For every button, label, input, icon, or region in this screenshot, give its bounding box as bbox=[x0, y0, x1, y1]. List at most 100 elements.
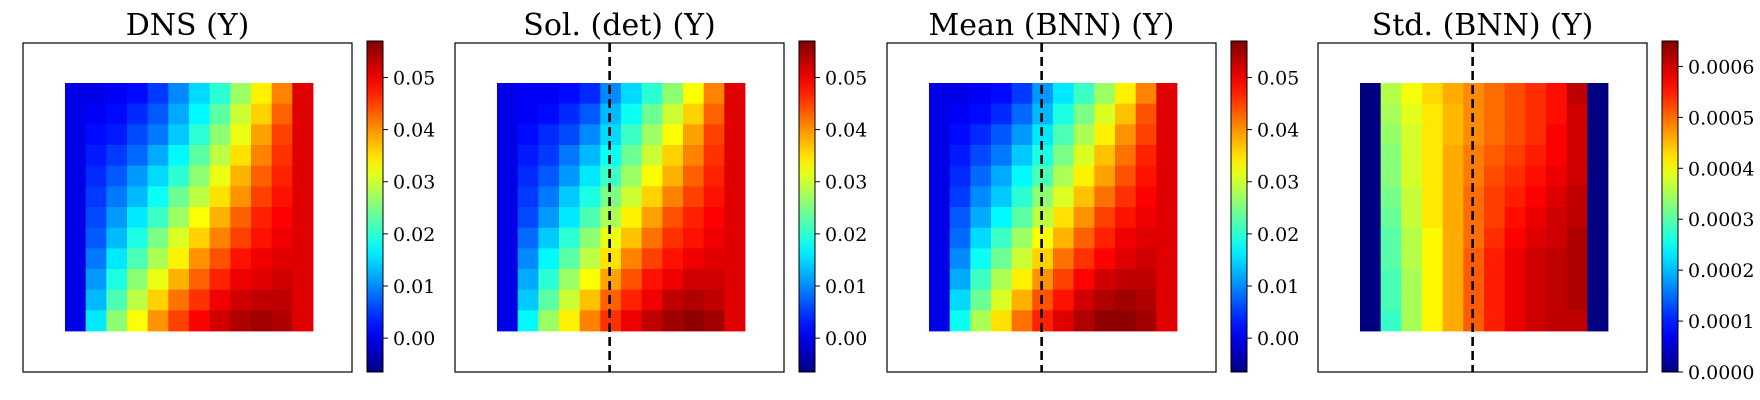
panel-1: DNS (Y) 0.00 0.01 0.02 0.03 0.04 0.05 bbox=[22, 8, 435, 373]
heatmap-cell bbox=[1484, 103, 1506, 125]
panel-title: Mean (BNN) (Y) bbox=[929, 8, 1175, 43]
heatmap-cell bbox=[641, 227, 663, 249]
heatmap-cell bbox=[189, 269, 211, 291]
heatmap-cell bbox=[1011, 310, 1033, 332]
heatmap-cell bbox=[1442, 165, 1464, 187]
heatmap-cell bbox=[929, 248, 951, 270]
heatmap-cell bbox=[292, 310, 314, 332]
heatmap-cell bbox=[189, 227, 211, 249]
heatmap-cell bbox=[662, 227, 684, 249]
heatmap-cell bbox=[230, 248, 252, 270]
heatmap-cell bbox=[147, 207, 169, 229]
colorbar-tick-label: 0.04 bbox=[825, 120, 867, 142]
heatmap-cell bbox=[949, 165, 971, 187]
heatmap-cell bbox=[65, 103, 87, 125]
heatmap-cell bbox=[662, 248, 684, 270]
heatmap-cell bbox=[1484, 186, 1506, 208]
heatmap-cell bbox=[1422, 103, 1444, 125]
heatmap-cell bbox=[497, 103, 519, 125]
heatmap-cell bbox=[147, 103, 169, 125]
panel-title: DNS (Y) bbox=[126, 8, 250, 43]
heatmap-cell bbox=[106, 248, 128, 270]
heatmap-cell bbox=[251, 289, 273, 311]
heatmap-cell bbox=[1380, 83, 1402, 105]
heatmap-cell bbox=[1546, 124, 1568, 146]
heatmap-cell bbox=[621, 103, 643, 125]
heatmap-cell bbox=[1115, 269, 1137, 291]
heatmap-cell bbox=[85, 269, 107, 291]
heatmap-cell bbox=[1566, 103, 1588, 125]
heatmap-cell bbox=[579, 145, 601, 167]
heatmap-cell bbox=[579, 83, 601, 105]
heatmap-cell bbox=[1442, 103, 1464, 125]
heatmap-cell bbox=[1115, 186, 1137, 208]
heatmap-cell bbox=[230, 207, 252, 229]
heatmap-cell bbox=[106, 310, 128, 332]
heatmap-cell bbox=[1442, 124, 1464, 146]
heatmap-cell bbox=[1053, 186, 1075, 208]
heatmap-cell bbox=[1156, 207, 1178, 229]
heatmap-cell bbox=[1135, 165, 1157, 187]
heatmap-cell bbox=[189, 186, 211, 208]
heatmap bbox=[65, 83, 314, 332]
heatmap-cell bbox=[991, 165, 1013, 187]
heatmap-cell bbox=[538, 165, 560, 187]
heatmap-cell bbox=[65, 186, 87, 208]
heatmap-cell bbox=[1546, 310, 1568, 332]
heatmap-cell bbox=[147, 227, 169, 249]
heatmap-cell bbox=[65, 165, 87, 187]
heatmap-cell bbox=[1525, 83, 1547, 105]
heatmap-cell bbox=[991, 289, 1013, 311]
heatmap-cell bbox=[1011, 145, 1033, 167]
heatmap-cell bbox=[1401, 248, 1423, 270]
heatmap-cell bbox=[1422, 269, 1444, 291]
heatmap-cell bbox=[209, 310, 231, 332]
heatmap-cell bbox=[65, 248, 87, 270]
heatmap-cell bbox=[497, 227, 519, 249]
colorbar-tick-label: 0.03 bbox=[1257, 172, 1299, 194]
colorbar-tick-label: 0.01 bbox=[1257, 276, 1299, 298]
heatmap-cell bbox=[621, 227, 643, 249]
heatmap-cell bbox=[189, 103, 211, 125]
heatmap-cell bbox=[517, 310, 539, 332]
heatmap-cell bbox=[991, 269, 1013, 291]
heatmap-cell bbox=[1401, 145, 1423, 167]
heatmap-cell bbox=[1422, 83, 1444, 105]
heatmap-cell bbox=[929, 289, 951, 311]
heatmap-cell bbox=[1587, 269, 1609, 291]
heatmap-cell bbox=[683, 207, 705, 229]
heatmap-cell bbox=[703, 103, 725, 125]
heatmap-cell bbox=[1525, 145, 1547, 167]
heatmap-cell bbox=[189, 145, 211, 167]
heatmap-cell bbox=[1546, 248, 1568, 270]
heatmap-cell bbox=[929, 83, 951, 105]
colorbar-tick-label: 0.00 bbox=[393, 328, 435, 350]
heatmap-cell bbox=[1135, 227, 1157, 249]
heatmap-cell bbox=[970, 124, 992, 146]
heatmap-cell bbox=[271, 207, 293, 229]
heatmap-cell bbox=[621, 124, 643, 146]
heatmap-cell bbox=[662, 103, 684, 125]
heatmap-cell bbox=[271, 269, 293, 291]
heatmap-cell bbox=[662, 186, 684, 208]
heatmap-cell bbox=[65, 310, 87, 332]
heatmap-cell bbox=[1053, 269, 1075, 291]
heatmap-cell bbox=[600, 227, 622, 249]
heatmap-cell bbox=[703, 269, 725, 291]
heatmap-cell bbox=[641, 165, 663, 187]
heatmap-cell bbox=[1073, 269, 1095, 291]
heatmap-cell bbox=[662, 207, 684, 229]
heatmap-cell bbox=[1115, 207, 1137, 229]
colorbar bbox=[1230, 40, 1248, 373]
heatmap-cell bbox=[1422, 186, 1444, 208]
heatmap-cell bbox=[230, 186, 252, 208]
heatmap-cell bbox=[106, 207, 128, 229]
heatmap-cell bbox=[1546, 207, 1568, 229]
heatmap-cell bbox=[683, 124, 705, 146]
heatmap-cell bbox=[538, 207, 560, 229]
heatmap-cell bbox=[1073, 227, 1095, 249]
heatmap-cell bbox=[271, 186, 293, 208]
heatmap-cell bbox=[1094, 165, 1116, 187]
heatmap-cell bbox=[106, 269, 128, 291]
